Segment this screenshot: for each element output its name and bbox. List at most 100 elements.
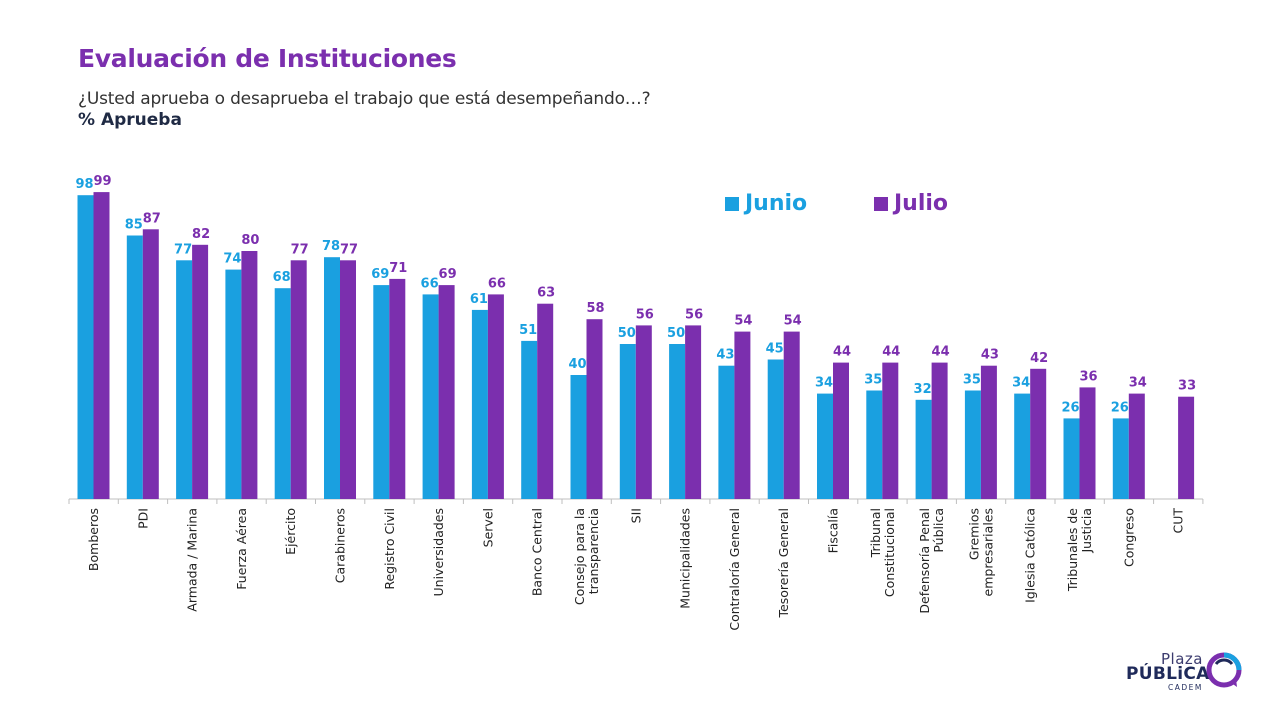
data-label-junio-universidades: 66 [421,276,439,291]
category-label-tribunales-de-justicia: Tribunales deJusticia [1065,508,1094,592]
data-label-junio-sii: 50 [618,326,636,341]
legend-label-junio: Junio [745,191,808,216]
bar-junio-contraloria-general [718,365,735,499]
category-label-carabineros: Carabineros [333,508,348,583]
logo-text-plaza: Plaza [1161,650,1203,668]
logo-text-publica: PÚBLiCA [1126,664,1210,684]
category-label-cut: CUT [1171,508,1186,534]
category-label-ejercito: Ejército [283,508,298,555]
bar-julio-cut [1178,396,1195,499]
bar-julio-pdi [142,229,159,500]
category-label-defensoria-penal-publica: Defensoría PenalPública [917,508,946,614]
bar-julio-tribunal-constitucional [882,362,899,499]
category-label-iglesia-catolica: Iglesia Católica [1023,508,1038,603]
bar-julio-bomberos [93,192,110,499]
category-label-universidades: Universidades [431,508,446,597]
data-label-julio-registro-civil: 71 [389,261,407,276]
plaza-publica-logo: Plaza PÚBLiCA CADEM [1124,650,1249,695]
bar-junio-iglesia-catolica [1014,393,1031,499]
bar-junio-sii [619,344,636,499]
bar-julio-carabineros [340,260,356,499]
data-label-julio-universidades: 69 [439,267,457,282]
data-label-julio-tesoreria-general: 54 [784,314,802,329]
data-label-junio-municipalidades: 50 [667,326,685,341]
data-label-julio-bomberos: 99 [93,174,111,189]
data-label-junio-pdi: 85 [125,218,143,233]
data-label-junio-ejercito: 68 [273,270,291,285]
measure-label: % Aprueba [78,110,182,130]
category-label-congreso: Congreso [1121,508,1136,567]
data-label-junio-banco-central: 51 [519,323,537,338]
bar-junio-tesoreria-general [767,359,784,499]
data-label-junio-fiscalia: 34 [815,376,833,391]
data-label-julio-consejo-para-la-transparencia: 58 [586,301,604,316]
data-label-julio-contraloria-general: 54 [734,314,752,329]
bar-julio-iglesia-catolica [1030,368,1047,499]
bar-julio-consejo-para-la-transparencia [586,319,603,499]
legend-swatch-junio [725,196,739,211]
data-label-julio-fuerza-aerea: 80 [241,233,259,248]
data-label-julio-armada-marina: 82 [192,227,210,242]
category-label-contraloria-general: Contraloría General [727,508,742,631]
data-label-julio-iglesia-catolica: 42 [1030,351,1048,366]
category-label-fuerza-aerea: Fuerza Aérea [234,508,249,590]
category-label-sii: SII [628,508,643,523]
data-label-junio-servel: 61 [470,292,488,307]
data-label-julio-cut: 33 [1178,379,1196,394]
data-label-julio-municipalidades: 56 [685,307,703,322]
bar-junio-pdi [126,235,143,499]
category-label-gremios-empresariales: Gremiosempresariales [966,508,995,596]
data-label-junio-iglesia-catolica: 34 [1012,376,1030,391]
data-label-julio-congreso: 34 [1129,376,1147,391]
bar-junio-gremios-empresariales [964,390,981,499]
logo-mark-icon [1206,652,1242,688]
data-label-junio-fuerza-aerea: 74 [223,252,241,267]
bar-junio-municipalidades [669,344,686,499]
category-label-banco-central: Banco Central [530,508,545,596]
bar-junio-fiscalia [817,393,833,499]
logo-text-cadem: CADEM [1168,683,1203,692]
bar-junio-tribunales-de-justicia [1063,418,1080,499]
data-label-junio-tesoreria-general: 45 [766,342,784,357]
bar-julio-defensoria-penal-publica [931,362,948,499]
data-label-junio-armada-marina: 77 [174,242,192,257]
bar-junio-tribunal-constitucional [866,390,883,499]
bar-julio-fiscalia [833,362,849,499]
bar-julio-universidades [438,285,455,499]
category-label-municipalidades: Municipalidades [678,508,693,609]
data-label-junio-carabineros: 78 [322,239,340,254]
chart-subtitle: ¿Usted aprueba o desaprueba el trabajo q… [78,89,651,109]
bar-julio-congreso [1128,393,1145,499]
bar-julio-sii [635,325,652,499]
bar-junio-registro-civil [373,285,390,499]
data-label-junio-defensoria-penal-publica: 32 [914,382,932,397]
data-label-julio-servel: 66 [488,276,506,291]
data-label-junio-contraloria-general: 43 [716,348,734,363]
data-label-julio-carabineros: 77 [340,242,358,257]
bar-junio-universidades [422,294,439,499]
bar-julio-tesoreria-general [783,331,800,499]
data-label-junio-tribunal-constitucional: 35 [864,373,882,388]
bar-junio-banco-central [521,340,538,499]
category-label-registro-civil: Registro Civil [382,508,397,590]
data-label-julio-tribunal-constitucional: 44 [882,345,900,360]
legend-junio: Junio [725,191,807,216]
chart-title: Evaluación de Instituciones [78,44,457,73]
bar-julio-armada-marina [192,244,209,499]
data-label-julio-banco-central: 63 [537,286,555,301]
data-label-junio-congreso: 26 [1111,400,1129,415]
data-label-julio-sii: 56 [636,307,654,322]
data-label-junio-tribunales-de-justicia: 26 [1061,400,1079,415]
bar-junio-armada-marina [176,260,193,499]
data-label-julio-fiscalia: 44 [833,345,851,360]
data-label-julio-tribunales-de-justicia: 36 [1079,369,1097,384]
legend-label-julio: Julio [894,191,949,216]
bar-julio-fuerza-aerea [241,251,258,499]
data-label-julio-gremios-empresariales: 43 [981,348,999,363]
bar-julio-banco-central [537,303,554,499]
category-label-bomberos: Bomberos [86,508,101,571]
bar-junio-defensoria-penal-publica [915,399,932,499]
category-label-tesoreria-general: Tesorería General [776,508,791,618]
bar-julio-ejercito [290,260,307,499]
